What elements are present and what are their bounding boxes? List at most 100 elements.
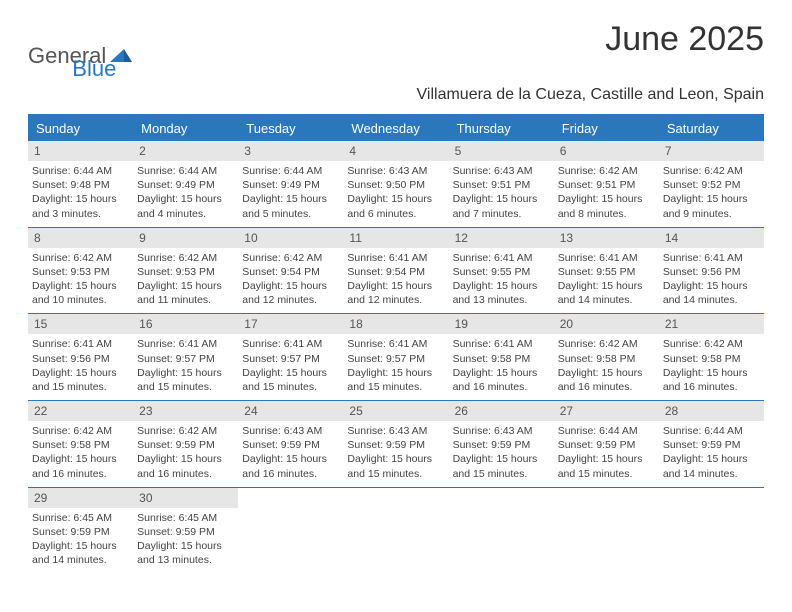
day-cell: 9Sunrise: 6:42 AMSunset: 9:53 PMDaylight… [133,228,238,314]
day-number: 19 [449,314,554,334]
day-number: 29 [28,488,133,508]
week-row: 29Sunrise: 6:45 AMSunset: 9:59 PMDayligh… [28,488,764,574]
day-cell: 11Sunrise: 6:41 AMSunset: 9:54 PMDayligh… [343,228,448,314]
week-row: 1Sunrise: 6:44 AMSunset: 9:48 PMDaylight… [28,141,764,228]
brand-part2: Blue [72,56,116,82]
day-number: 17 [238,314,343,334]
day-cell: 28Sunrise: 6:44 AMSunset: 9:59 PMDayligh… [659,401,764,487]
day-cell: 18Sunrise: 6:41 AMSunset: 9:57 PMDayligh… [343,314,448,400]
day-cell: 23Sunrise: 6:42 AMSunset: 9:59 PMDayligh… [133,401,238,487]
empty-cell [554,488,659,574]
day-number: 25 [343,401,448,421]
day-details: Sunrise: 6:42 AMSunset: 9:52 PMDaylight:… [659,161,764,223]
day-number: 27 [554,401,659,421]
day-details: Sunrise: 6:41 AMSunset: 9:54 PMDaylight:… [343,248,448,310]
day-number: 4 [343,141,448,161]
day-cell: 19Sunrise: 6:41 AMSunset: 9:58 PMDayligh… [449,314,554,400]
day-cell: 7Sunrise: 6:42 AMSunset: 9:52 PMDaylight… [659,141,764,227]
day-cell: 17Sunrise: 6:41 AMSunset: 9:57 PMDayligh… [238,314,343,400]
day-number: 1 [28,141,133,161]
empty-cell [238,488,343,574]
day-number: 22 [28,401,133,421]
day-details: Sunrise: 6:42 AMSunset: 9:58 PMDaylight:… [659,334,764,396]
week-row: 22Sunrise: 6:42 AMSunset: 9:58 PMDayligh… [28,401,764,488]
location-subtitle: Villamuera de la Cueza, Castille and Leo… [28,86,764,104]
day-details: Sunrise: 6:42 AMSunset: 9:53 PMDaylight:… [133,248,238,310]
day-details: Sunrise: 6:42 AMSunset: 9:58 PMDaylight:… [28,421,133,483]
day-number: 9 [133,228,238,248]
empty-cell [659,488,764,574]
day-details: Sunrise: 6:43 AMSunset: 9:59 PMDaylight:… [238,421,343,483]
day-cell: 27Sunrise: 6:44 AMSunset: 9:59 PMDayligh… [554,401,659,487]
day-number: 24 [238,401,343,421]
day-details: Sunrise: 6:44 AMSunset: 9:59 PMDaylight:… [659,421,764,483]
day-cell: 10Sunrise: 6:42 AMSunset: 9:54 PMDayligh… [238,228,343,314]
day-details: Sunrise: 6:41 AMSunset: 9:57 PMDaylight:… [238,334,343,396]
day-number: 5 [449,141,554,161]
day-number: 12 [449,228,554,248]
day-cell: 15Sunrise: 6:41 AMSunset: 9:56 PMDayligh… [28,314,133,400]
day-cell: 2Sunrise: 6:44 AMSunset: 9:49 PMDaylight… [133,141,238,227]
day-details: Sunrise: 6:41 AMSunset: 9:57 PMDaylight:… [133,334,238,396]
day-number: 28 [659,401,764,421]
day-details: Sunrise: 6:42 AMSunset: 9:59 PMDaylight:… [133,421,238,483]
weekday-header: Saturday [659,116,764,141]
day-details: Sunrise: 6:41 AMSunset: 9:56 PMDaylight:… [28,334,133,396]
day-cell: 29Sunrise: 6:45 AMSunset: 9:59 PMDayligh… [28,488,133,574]
weekday-header: Sunday [28,116,133,141]
day-cell: 21Sunrise: 6:42 AMSunset: 9:58 PMDayligh… [659,314,764,400]
weeks-container: 1Sunrise: 6:44 AMSunset: 9:48 PMDaylight… [28,141,764,573]
day-details: Sunrise: 6:41 AMSunset: 9:55 PMDaylight:… [554,248,659,310]
day-number: 13 [554,228,659,248]
day-number: 16 [133,314,238,334]
weekday-header: Friday [554,116,659,141]
weekday-header-row: SundayMondayTuesdayWednesdayThursdayFrid… [28,116,764,141]
day-cell: 20Sunrise: 6:42 AMSunset: 9:58 PMDayligh… [554,314,659,400]
day-details: Sunrise: 6:45 AMSunset: 9:59 PMDaylight:… [133,508,238,570]
day-number: 6 [554,141,659,161]
calendar: SundayMondayTuesdayWednesdayThursdayFrid… [28,114,764,573]
day-cell: 13Sunrise: 6:41 AMSunset: 9:55 PMDayligh… [554,228,659,314]
day-number: 15 [28,314,133,334]
day-details: Sunrise: 6:44 AMSunset: 9:48 PMDaylight:… [28,161,133,223]
week-row: 8Sunrise: 6:42 AMSunset: 9:53 PMDaylight… [28,228,764,315]
weekday-header: Monday [133,116,238,141]
day-cell: 4Sunrise: 6:43 AMSunset: 9:50 PMDaylight… [343,141,448,227]
day-cell: 12Sunrise: 6:41 AMSunset: 9:55 PMDayligh… [449,228,554,314]
day-number: 11 [343,228,448,248]
day-number: 20 [554,314,659,334]
weekday-header: Thursday [449,116,554,141]
day-number: 23 [133,401,238,421]
day-number: 21 [659,314,764,334]
day-details: Sunrise: 6:42 AMSunset: 9:54 PMDaylight:… [238,248,343,310]
day-details: Sunrise: 6:41 AMSunset: 9:58 PMDaylight:… [449,334,554,396]
day-details: Sunrise: 6:44 AMSunset: 9:49 PMDaylight:… [238,161,343,223]
day-cell: 22Sunrise: 6:42 AMSunset: 9:58 PMDayligh… [28,401,133,487]
day-number: 18 [343,314,448,334]
day-details: Sunrise: 6:43 AMSunset: 9:59 PMDaylight:… [449,421,554,483]
month-title: June 2025 [605,20,764,59]
day-details: Sunrise: 6:43 AMSunset: 9:59 PMDaylight:… [343,421,448,483]
day-details: Sunrise: 6:43 AMSunset: 9:50 PMDaylight:… [343,161,448,223]
day-cell: 14Sunrise: 6:41 AMSunset: 9:56 PMDayligh… [659,228,764,314]
header-row: General Blue June 2025 [28,20,764,82]
day-details: Sunrise: 6:44 AMSunset: 9:49 PMDaylight:… [133,161,238,223]
day-cell: 6Sunrise: 6:42 AMSunset: 9:51 PMDaylight… [554,141,659,227]
day-number: 26 [449,401,554,421]
weekday-header: Tuesday [238,116,343,141]
day-details: Sunrise: 6:43 AMSunset: 9:51 PMDaylight:… [449,161,554,223]
day-number: 14 [659,228,764,248]
day-details: Sunrise: 6:41 AMSunset: 9:56 PMDaylight:… [659,248,764,310]
day-number: 7 [659,141,764,161]
day-details: Sunrise: 6:45 AMSunset: 9:59 PMDaylight:… [28,508,133,570]
day-cell: 3Sunrise: 6:44 AMSunset: 9:49 PMDaylight… [238,141,343,227]
day-details: Sunrise: 6:41 AMSunset: 9:55 PMDaylight:… [449,248,554,310]
day-cell: 8Sunrise: 6:42 AMSunset: 9:53 PMDaylight… [28,228,133,314]
day-number: 10 [238,228,343,248]
day-cell: 25Sunrise: 6:43 AMSunset: 9:59 PMDayligh… [343,401,448,487]
day-cell: 26Sunrise: 6:43 AMSunset: 9:59 PMDayligh… [449,401,554,487]
empty-cell [449,488,554,574]
day-details: Sunrise: 6:42 AMSunset: 9:53 PMDaylight:… [28,248,133,310]
day-cell: 24Sunrise: 6:43 AMSunset: 9:59 PMDayligh… [238,401,343,487]
day-number: 8 [28,228,133,248]
